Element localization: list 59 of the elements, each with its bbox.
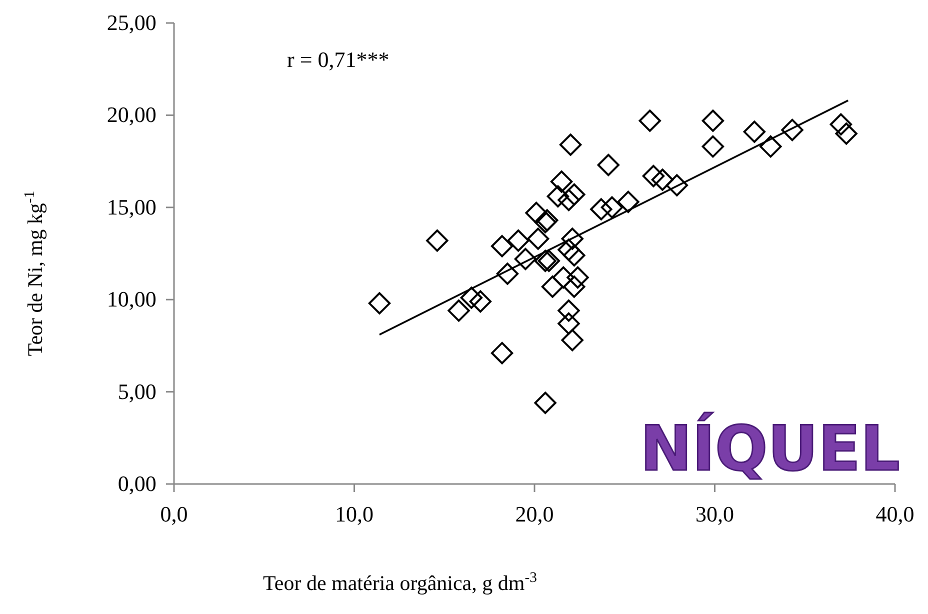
point xyxy=(743,120,766,143)
point xyxy=(830,113,852,136)
point xyxy=(558,300,580,322)
point xyxy=(448,300,470,322)
point xyxy=(563,183,586,206)
point xyxy=(666,174,688,196)
point xyxy=(426,229,448,252)
y-tick-label: 15,00 xyxy=(106,194,156,220)
point xyxy=(514,248,537,270)
point xyxy=(781,118,804,142)
point xyxy=(541,276,564,298)
point xyxy=(566,266,589,289)
point xyxy=(368,292,391,314)
y-tick-label: 5,00 xyxy=(118,378,156,404)
point xyxy=(550,170,573,193)
y-tick-label: 20,00 xyxy=(106,102,156,128)
point xyxy=(507,229,530,252)
x-tick-label: 30,0 xyxy=(696,501,734,526)
point xyxy=(702,135,724,158)
point xyxy=(642,164,665,188)
x-tick-label: 0,0 xyxy=(160,501,188,526)
point xyxy=(835,122,858,145)
point xyxy=(600,196,624,218)
point xyxy=(617,190,640,213)
point xyxy=(552,266,574,289)
point xyxy=(527,228,550,250)
point xyxy=(563,244,586,266)
point xyxy=(563,276,586,298)
point xyxy=(561,329,584,352)
point xyxy=(490,342,514,364)
point xyxy=(651,168,674,191)
point xyxy=(760,135,782,158)
point xyxy=(590,198,612,220)
point xyxy=(538,250,560,272)
point xyxy=(558,188,580,212)
point xyxy=(460,286,483,309)
point xyxy=(702,110,724,132)
x-axis-title: Teor de matéria orgânica, g dm$^{-3}$ xyxy=(263,570,537,595)
y-tick-label: 0,00 xyxy=(118,471,156,496)
annotation: r = 0,71*** xyxy=(287,47,390,72)
point xyxy=(546,185,570,208)
point xyxy=(534,392,556,414)
point xyxy=(638,110,661,132)
y-tick-label: 25,00 xyxy=(106,10,156,36)
point xyxy=(534,250,556,272)
point xyxy=(496,262,519,285)
point xyxy=(469,290,492,313)
point xyxy=(597,154,620,176)
point xyxy=(558,238,580,261)
point xyxy=(558,312,580,335)
point xyxy=(490,235,514,258)
point xyxy=(561,228,584,250)
x-tick-label: 10,0 xyxy=(335,501,374,526)
point xyxy=(559,134,582,156)
y-tick-label: 10,00 xyxy=(106,286,156,312)
x-tick-label: 40,0 xyxy=(876,501,914,526)
x-tick-label: 20,0 xyxy=(515,501,554,526)
point xyxy=(525,202,548,224)
annotation: NÍQUEL xyxy=(640,412,900,485)
